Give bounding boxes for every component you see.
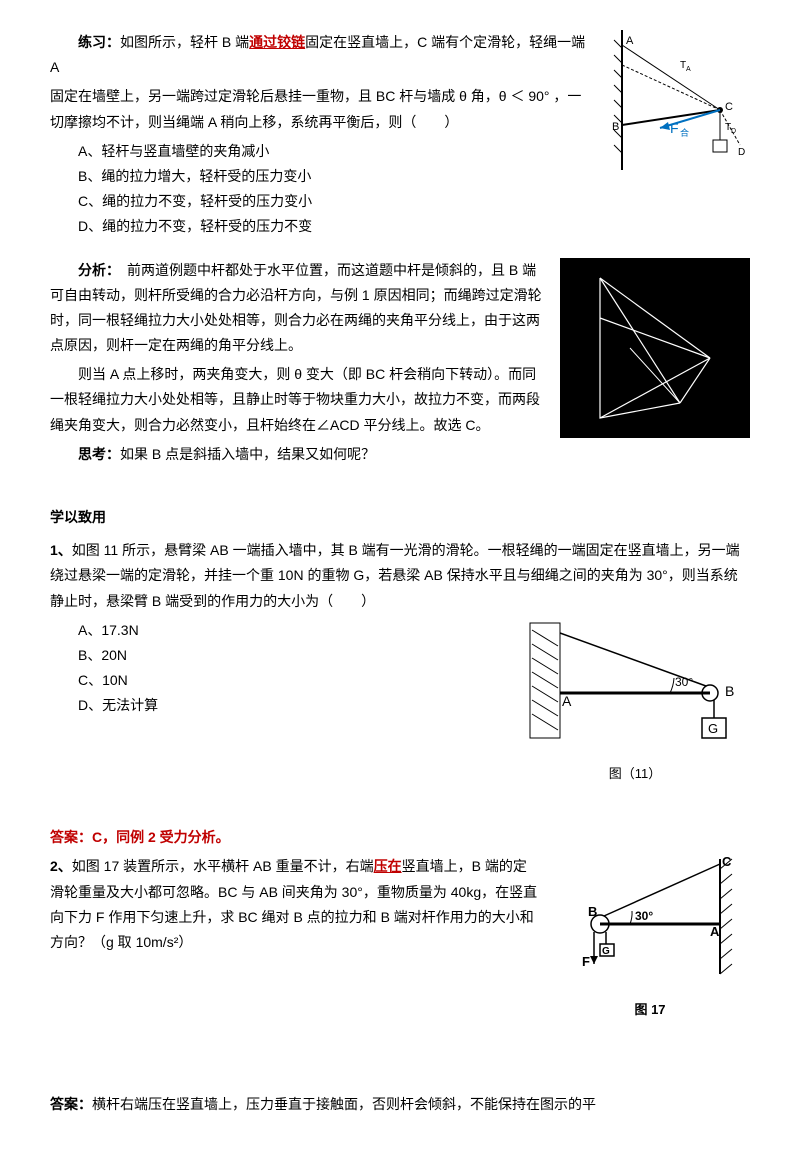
svg-text:C: C [722, 854, 732, 869]
svg-text:C: C [725, 101, 733, 113]
exercise-block: A TA C B F合 TD D 练习：如图所示，轻杆 B 端通过铰链固定在竖直… [50, 30, 750, 240]
think-line: 思考：如果 B 点是斜插入墙中，结果又如何呢？ [50, 442, 750, 467]
think-label: 思考： [78, 446, 120, 462]
svg-text:A: A [562, 693, 572, 709]
q2-caption: 图 17 [550, 998, 750, 1021]
q2-block: B A C 30° F G 图 17 2、如图 17 装置所示，水平横杆 AB … [50, 854, 750, 1021]
svg-text:30°: 30° [675, 675, 693, 689]
q1-caption: 图（11） [520, 762, 750, 785]
q1-num: 1、 [50, 542, 72, 558]
exercise-label: 练习： [78, 34, 120, 50]
svg-text:30°: 30° [635, 909, 653, 923]
hinge-text: 通过铰链 [249, 34, 305, 50]
svg-text:A: A [626, 35, 634, 47]
q2-num: 2、 [50, 858, 72, 874]
svg-text:B: B [725, 683, 734, 699]
analysis-label: 分析： [78, 262, 113, 278]
svg-text:F: F [670, 120, 679, 136]
svg-text:A: A [686, 66, 691, 73]
analysis-figure [560, 258, 750, 438]
q1-figure: A B 30° G 图（11） [520, 618, 750, 785]
option-c: C、绳的拉力不变，轻杆受的压力变小 [78, 189, 750, 214]
svg-text:合: 合 [680, 127, 689, 138]
q1-block: 1、如图 11 所示，悬臂梁 AB 一端插入墙中，其 B 端有一光滑的滑轮。一根… [50, 538, 750, 785]
svg-text:A: A [710, 924, 720, 939]
svg-text:G: G [602, 946, 610, 957]
q2-figure: B A C 30° F G 图 17 [550, 854, 750, 1021]
practice-title: 学以致用 [50, 505, 750, 530]
svg-text:F: F [582, 954, 590, 969]
svg-text:B: B [588, 904, 597, 919]
svg-text:G: G [708, 721, 718, 736]
answer-2-label: 答案： [50, 1096, 92, 1112]
svg-text:B: B [612, 121, 619, 133]
exercise-figure: A TA C B F合 TD D [600, 30, 750, 170]
answer-1: 答案：C，同例 2 受力分析。 [50, 825, 750, 850]
q1-text: 1、如图 11 所示，悬臂梁 AB 一端插入墙中，其 B 端有一光滑的滑轮。一根… [50, 538, 750, 614]
analysis-block: 分析： 前两道例题中杆都处于水平位置，而这道题中杆是倾斜的，且 B 端可自由转动… [50, 258, 750, 472]
answer-2: 答案：横杆右端压在竖直墙上，压力垂直于接触面，否则杆会倾斜，不能保持在图示的平 [50, 1092, 750, 1117]
press-text: 压在 [374, 858, 402, 874]
option-d: D、绳的拉力不变，轻杆受的压力不变 [78, 214, 750, 239]
svg-text:D: D [731, 128, 736, 135]
svg-text:D: D [738, 147, 745, 158]
